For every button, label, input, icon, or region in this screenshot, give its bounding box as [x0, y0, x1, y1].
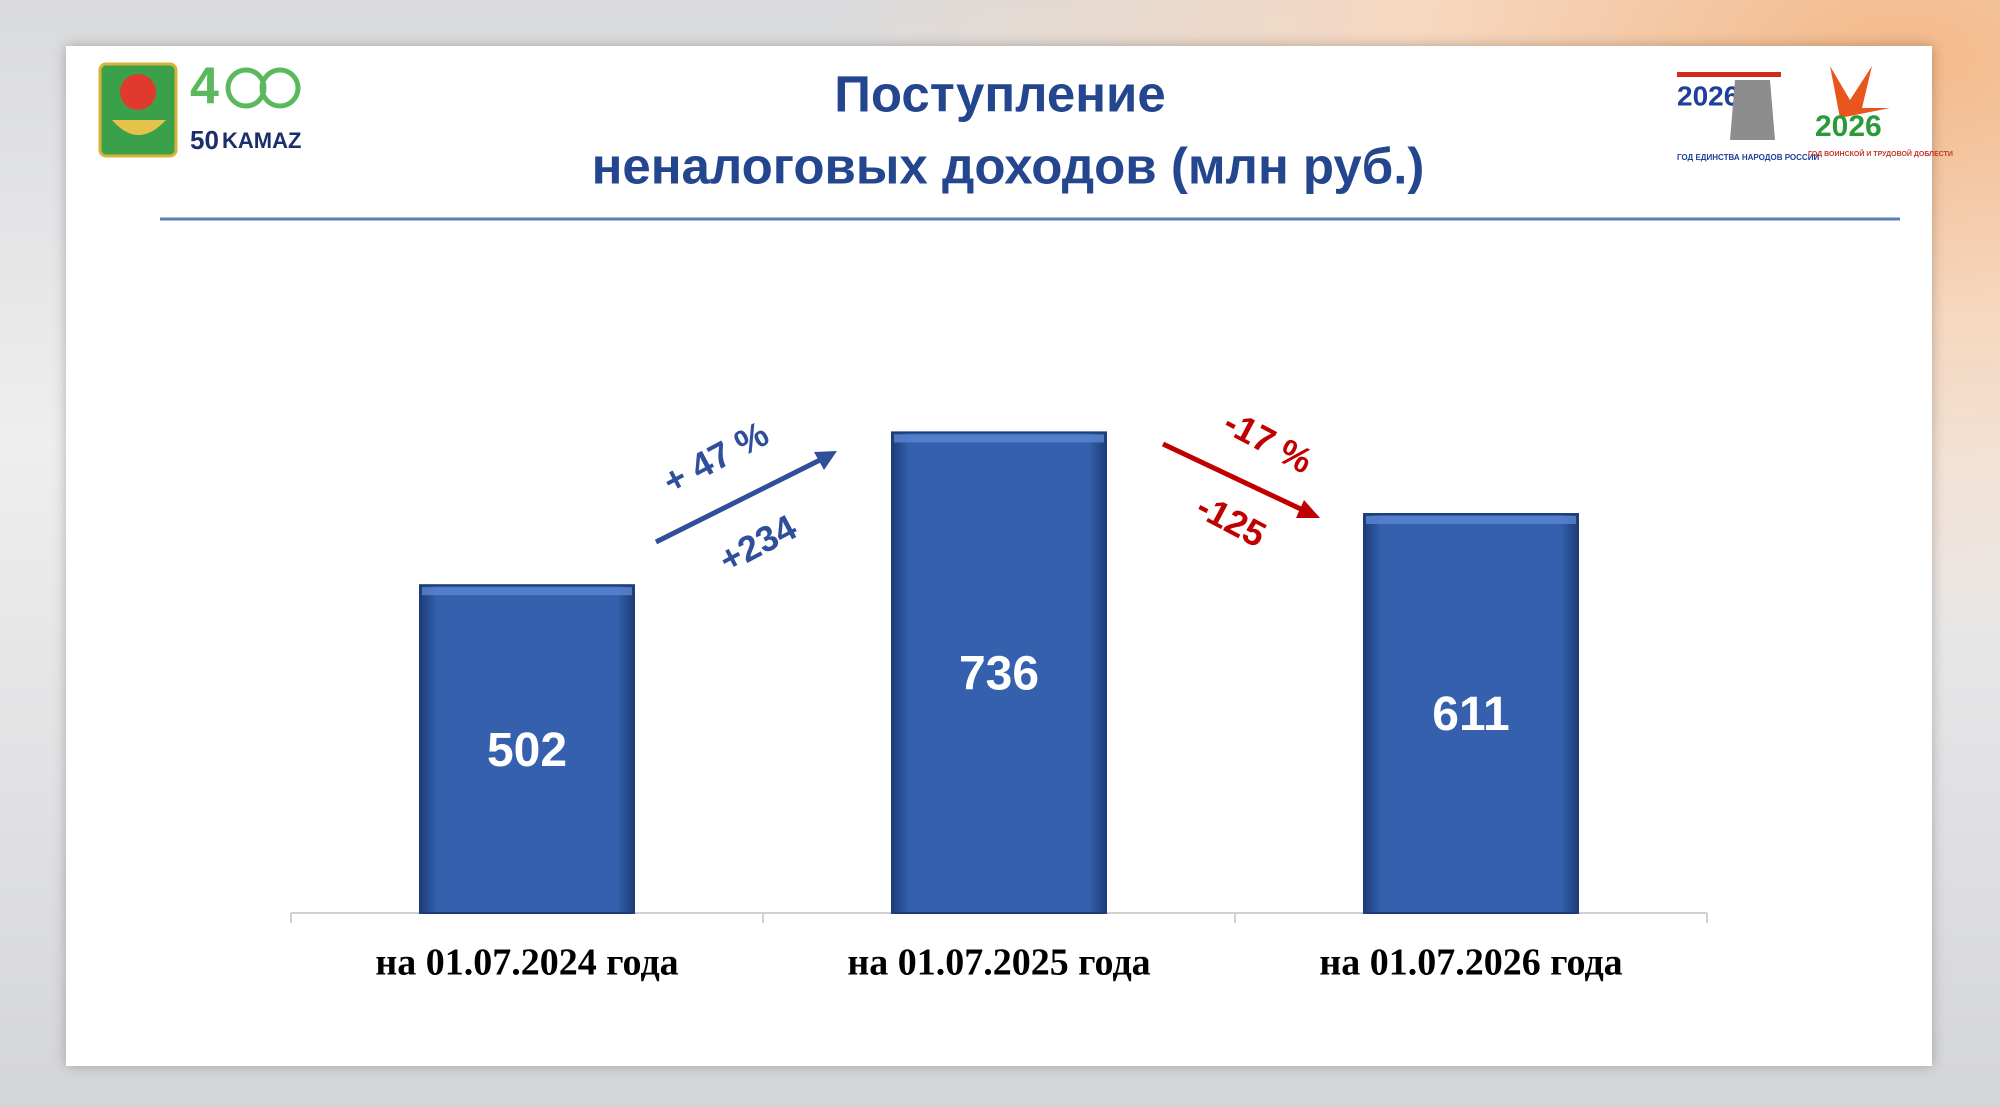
- logo-text: 2026: [1677, 80, 1739, 111]
- increase-arrow: [654, 451, 837, 545]
- logo-text: 2026: [1815, 110, 1882, 143]
- logo-text: KAMAZ: [222, 128, 301, 153]
- city-logo: [98, 62, 178, 158]
- annotation: +234: [712, 506, 803, 580]
- bar: [891, 431, 1107, 914]
- value-label: 502: [487, 724, 567, 777]
- valor-logo: 2026 ГОД ВОИНСКОЙ И ТРУДОВОЙ ДОБЛЕСТИ: [1808, 66, 1953, 158]
- logo-text: ГОД ВОИНСКОЙ И ТРУДОВОЙ ДОБЛЕСТИ: [1808, 149, 1953, 158]
- unity-logo: 2026 ГОД ЕДИНСТВА НАРОДОВ РОССИИ: [1677, 72, 1819, 162]
- anniversary-logo: 4 50 KAMAZ: [190, 58, 301, 155]
- x-tick-label: на 01.07.2025 года: [847, 942, 1150, 984]
- bar-bevel: [422, 587, 632, 596]
- chart-title: неналоговых доходов (млн руб.): [592, 137, 1425, 194]
- chart-title: Поступление: [834, 65, 1166, 122]
- annotation: -125: [1190, 485, 1273, 555]
- value-label: 611: [1432, 688, 1509, 741]
- bar: [419, 584, 635, 914]
- x-tick-label: на 01.07.2024 года: [375, 942, 678, 984]
- bar-bevel: [1366, 516, 1576, 525]
- value-label: 736: [959, 647, 1039, 700]
- svg-text:4: 4: [190, 58, 219, 116]
- bar: [1363, 513, 1579, 915]
- bar-bevel: [894, 434, 1104, 443]
- logo-text: 50: [190, 125, 219, 155]
- decrease-arrow: [1161, 441, 1320, 518]
- logo-text: ГОД ЕДИНСТВА НАРОДОВ РОССИИ: [1677, 153, 1819, 162]
- axis-ticks: [290, 913, 1708, 923]
- annotation: -17 %: [1217, 401, 1319, 481]
- x-tick-label: на 01.07.2026 года: [1319, 942, 1622, 984]
